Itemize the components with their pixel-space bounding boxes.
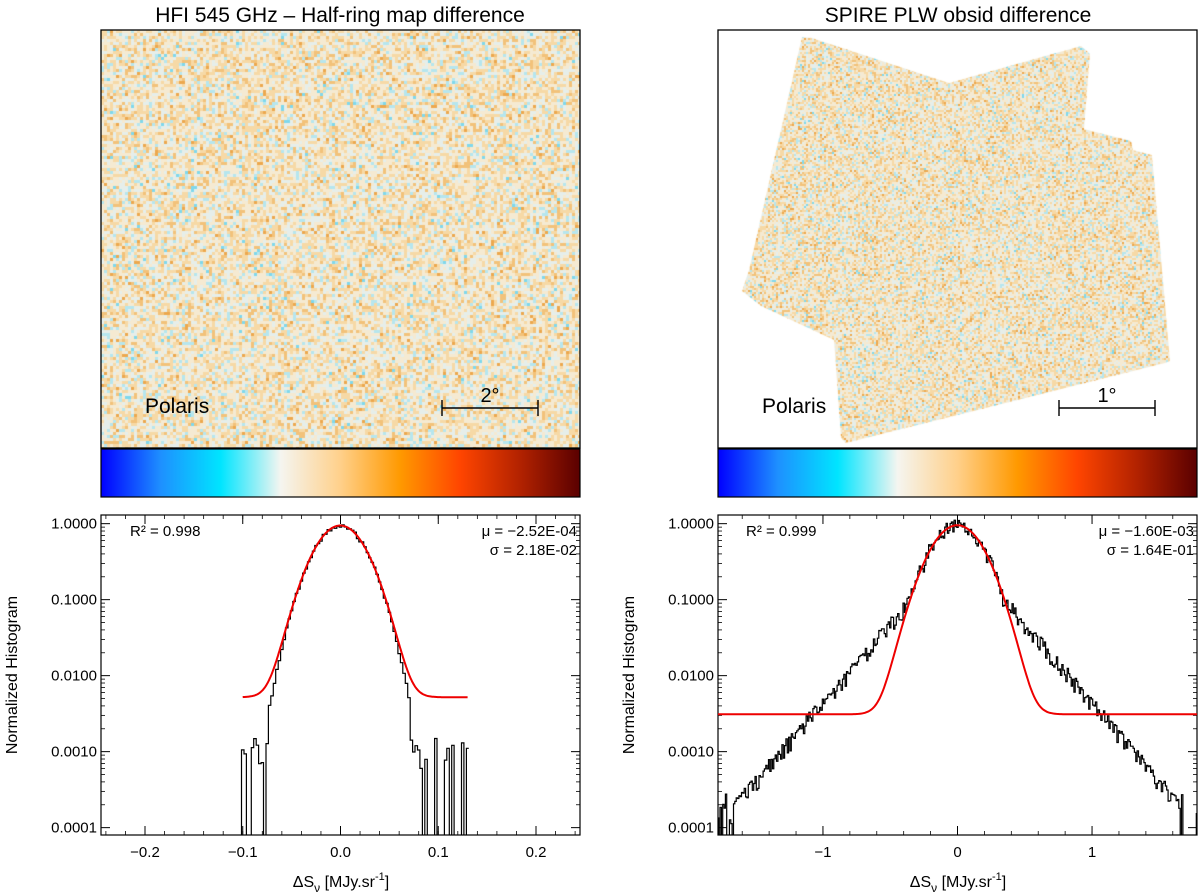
left-map-title: HFI 545 GHz – Half-ring map difference: [155, 4, 525, 27]
left-x-axis-exp: -1: [375, 871, 385, 883]
x-tick-label: 0: [953, 844, 961, 861]
right-x-axis-label: ΔSν [MJy.sr-1]: [910, 871, 1006, 895]
right-map-label: Polaris: [762, 395, 826, 418]
right-x-axis-unit: [MJy.sr: [937, 874, 992, 891]
right-x-axis-exp: -1: [992, 871, 1002, 883]
right-x-axis-end: ]: [1002, 874, 1006, 891]
y-tick-label: 0.0010: [668, 744, 714, 761]
right-colorbar: [717, 448, 1198, 498]
y-tick-label: 0.0001: [668, 820, 714, 837]
gaussian-fit-line: [718, 524, 1197, 716]
right-histogram: 0.0001 0.0010 0.0100 0.1000 1.0000 −1 0 1 R² = …: [621, 514, 1198, 895]
histogram-series: [240, 524, 469, 835]
left-x-axis-symbol: ΔS: [293, 874, 314, 891]
left-map-label: Polaris: [145, 395, 209, 418]
y-tick-label: 0.0100: [51, 668, 97, 685]
right-sigma-annotation: σ = 1.64E-01: [1107, 542, 1194, 559]
y-tick-label: 0.1000: [668, 592, 714, 609]
left-x-axis-end: ]: [385, 874, 389, 891]
gaussian-fit-line: [242, 524, 468, 699]
left-histogram: 0.0001 0.0010 0.0100 0.1000 1.0000 −0.2 −0.1 0.…: [4, 514, 581, 895]
y-tick-label: 0.0001: [51, 820, 97, 837]
left-colorbar: [100, 448, 581, 498]
y-tick-label: 1.0000: [668, 516, 714, 533]
y-tick-label: 0.0010: [51, 744, 97, 761]
right-scale-label: 1°: [1097, 385, 1116, 407]
x-tick-label: −0.1: [228, 844, 258, 861]
left-x-axis-sub: ν: [314, 881, 320, 895]
x-tick-label: 0.0: [330, 844, 351, 861]
x-tick-label: −1: [814, 844, 831, 861]
left-plot-frame: [100, 514, 581, 836]
right-y-axis-label: Normalized Histogram: [621, 596, 638, 754]
left-sigma-annotation: σ = 2.18E-02: [490, 542, 577, 559]
left-x-axis-unit: [MJy.sr: [320, 874, 375, 891]
y-tick-label: 1.0000: [51, 516, 97, 533]
left-map-frame: [100, 29, 581, 449]
x-tick-label: −0.2: [130, 844, 160, 861]
x-tick-label: 0.2: [526, 844, 547, 861]
right-plot-frame: [717, 514, 1198, 836]
right-scale-bar: [1058, 400, 1156, 416]
right-difference-map: [718, 30, 1197, 448]
x-tick-label: 1: [1088, 844, 1096, 861]
left-scale-bar: [441, 400, 539, 416]
y-tick-label: 0.0100: [668, 668, 714, 685]
right-r2-annotation: R² = 0.999: [746, 523, 816, 540]
right-map-title: SPIRE PLW obsid difference: [825, 4, 1092, 27]
right-mu-annotation: μ = −1.60E-03: [1099, 523, 1194, 540]
left-mu-annotation: μ = −2.52E-04: [482, 523, 577, 540]
y-tick-label: 0.1000: [51, 592, 97, 609]
left-y-axis-label: Normalized Histogram: [4, 596, 21, 754]
right-x-axis-symbol: ΔS: [910, 874, 931, 891]
left-x-axis-label: ΔSν [MJy.sr-1]: [293, 871, 389, 895]
left-difference-map: [101, 30, 580, 448]
left-r2-annotation: R² = 0.998: [130, 523, 200, 540]
left-scale-label: 2°: [480, 385, 499, 407]
histogram-series: [718, 519, 1197, 835]
right-map-frame: [717, 29, 1198, 449]
x-tick-label: 0.1: [428, 844, 449, 861]
right-x-axis-sub: ν: [931, 881, 937, 895]
